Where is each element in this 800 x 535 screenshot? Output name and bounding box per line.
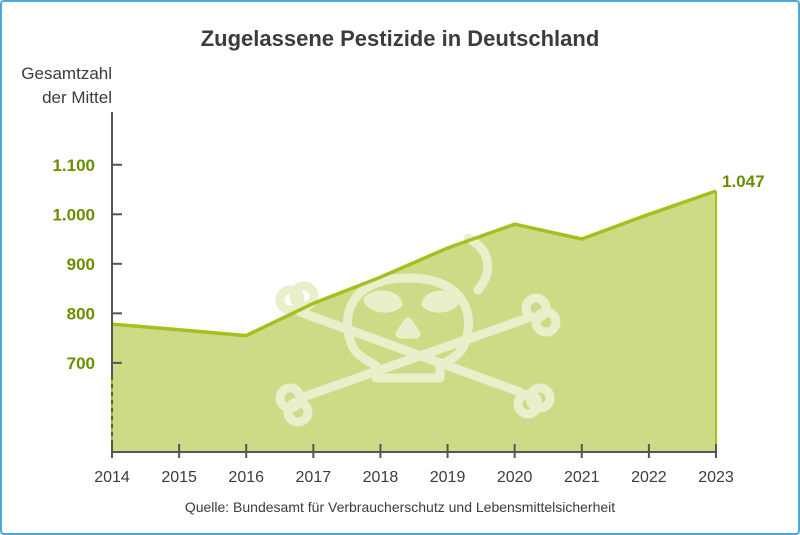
series-line — [111, 189, 717, 338]
y-axis-label: Gesamtzahl der Mittel — [21, 62, 112, 110]
y-tick-label: 800 — [67, 304, 95, 323]
x-tick-label: 2015 — [161, 469, 197, 486]
x-tick-label: 2020 — [497, 469, 533, 486]
x-tick-label: 2022 — [631, 469, 667, 486]
area-layer — [112, 191, 716, 452]
x-tick-label: 2014 — [94, 469, 130, 486]
chart-title: Zugelassene Pestizide in Deutschland — [200, 26, 600, 51]
y-tick-label: 1.100 — [52, 156, 95, 175]
skull-and-crossbones-icon — [275, 233, 561, 427]
x-tick-label: 2018 — [363, 469, 399, 486]
y-axis-label-line-1: Gesamtzahl — [21, 64, 112, 83]
line-layer — [111, 189, 717, 452]
y-axis-label-line-2: der Mittel — [42, 88, 112, 107]
x-tick-label: 2023 — [698, 469, 734, 486]
x-ticks: 2014 2015 2016 2017 2018 2019 2020 2021 2022 2023 — [94, 444, 734, 486]
y-tick-label: 900 — [67, 255, 95, 274]
x-tick-label: 2021 — [564, 469, 600, 486]
source-note: Quelle: Bundesamt für Verbraucherschutz … — [184, 499, 616, 515]
y-tick-label: 1.000 — [52, 205, 95, 224]
y-ticks: 700 800 900 1.000 1.100 — [52, 156, 122, 373]
axes — [111, 112, 716, 453]
x-tick-label: 2019 — [430, 469, 466, 486]
x-tick-label: 2017 — [296, 469, 332, 486]
area-fill — [112, 191, 716, 452]
x-tick-label: 2016 — [228, 469, 264, 486]
y-tick-label: 700 — [67, 354, 95, 373]
last-value-label: 1.047 — [722, 172, 765, 191]
